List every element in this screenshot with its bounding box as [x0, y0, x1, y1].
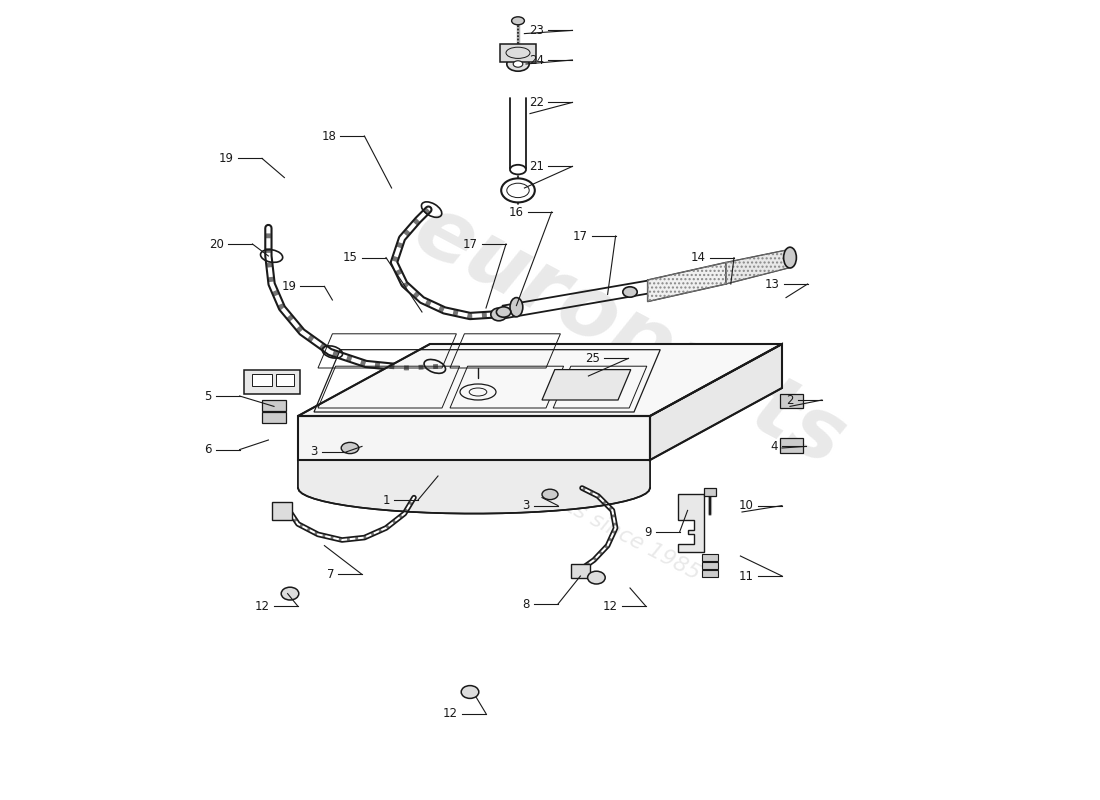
- FancyBboxPatch shape: [252, 374, 273, 386]
- Ellipse shape: [507, 57, 529, 71]
- Ellipse shape: [623, 286, 637, 298]
- Text: 24: 24: [529, 54, 544, 66]
- Ellipse shape: [502, 178, 535, 202]
- FancyBboxPatch shape: [702, 554, 718, 561]
- Text: 4: 4: [770, 440, 778, 453]
- Text: 10: 10: [739, 499, 754, 512]
- Text: 5: 5: [205, 390, 211, 402]
- Ellipse shape: [461, 686, 478, 698]
- Ellipse shape: [512, 17, 525, 25]
- Text: 25: 25: [585, 352, 601, 365]
- Text: 2: 2: [786, 394, 794, 406]
- Text: 12: 12: [443, 707, 458, 720]
- Text: 19: 19: [282, 280, 296, 293]
- Polygon shape: [648, 262, 726, 302]
- Text: 16: 16: [508, 206, 524, 218]
- FancyBboxPatch shape: [272, 502, 293, 520]
- Text: 13: 13: [764, 278, 780, 290]
- Ellipse shape: [496, 306, 510, 317]
- Polygon shape: [244, 370, 300, 394]
- Ellipse shape: [587, 571, 605, 584]
- FancyBboxPatch shape: [276, 374, 294, 386]
- Text: 14: 14: [691, 251, 706, 264]
- FancyBboxPatch shape: [702, 562, 718, 569]
- Text: 20: 20: [209, 238, 224, 250]
- Polygon shape: [298, 460, 650, 514]
- Text: 9: 9: [645, 526, 651, 538]
- Ellipse shape: [510, 298, 522, 317]
- Ellipse shape: [510, 165, 526, 174]
- Polygon shape: [298, 344, 782, 416]
- Ellipse shape: [341, 442, 359, 454]
- Ellipse shape: [542, 489, 558, 499]
- Ellipse shape: [783, 247, 796, 268]
- FancyBboxPatch shape: [780, 394, 803, 408]
- Ellipse shape: [514, 61, 522, 67]
- Text: 12: 12: [255, 600, 270, 613]
- Text: 6: 6: [205, 443, 211, 456]
- Ellipse shape: [507, 183, 529, 198]
- Polygon shape: [298, 416, 650, 460]
- FancyBboxPatch shape: [262, 400, 286, 411]
- FancyBboxPatch shape: [262, 412, 286, 423]
- Text: europarts: europarts: [400, 188, 859, 484]
- Text: 22: 22: [529, 96, 544, 109]
- Polygon shape: [678, 494, 704, 552]
- Polygon shape: [542, 370, 630, 400]
- Text: 15: 15: [343, 251, 358, 264]
- Text: 21: 21: [529, 160, 544, 173]
- Text: 1: 1: [383, 494, 390, 506]
- Text: 12: 12: [603, 600, 618, 613]
- Polygon shape: [298, 460, 650, 488]
- FancyBboxPatch shape: [702, 570, 718, 577]
- Text: a passion for parts since 1985: a passion for parts since 1985: [397, 408, 703, 584]
- Polygon shape: [650, 344, 782, 460]
- Text: 3: 3: [522, 499, 530, 512]
- Polygon shape: [726, 250, 789, 284]
- FancyBboxPatch shape: [500, 44, 536, 62]
- Text: 3: 3: [310, 446, 318, 458]
- FancyBboxPatch shape: [571, 564, 590, 578]
- Text: 17: 17: [463, 238, 478, 250]
- FancyBboxPatch shape: [704, 488, 716, 496]
- Ellipse shape: [282, 587, 299, 600]
- Text: 8: 8: [522, 598, 530, 610]
- Text: 7: 7: [327, 568, 334, 581]
- Text: 19: 19: [219, 152, 234, 165]
- FancyBboxPatch shape: [780, 438, 803, 453]
- Ellipse shape: [491, 308, 507, 321]
- Text: 23: 23: [529, 24, 544, 37]
- Text: 17: 17: [573, 230, 587, 242]
- Text: 18: 18: [321, 130, 337, 142]
- Text: 11: 11: [739, 570, 754, 582]
